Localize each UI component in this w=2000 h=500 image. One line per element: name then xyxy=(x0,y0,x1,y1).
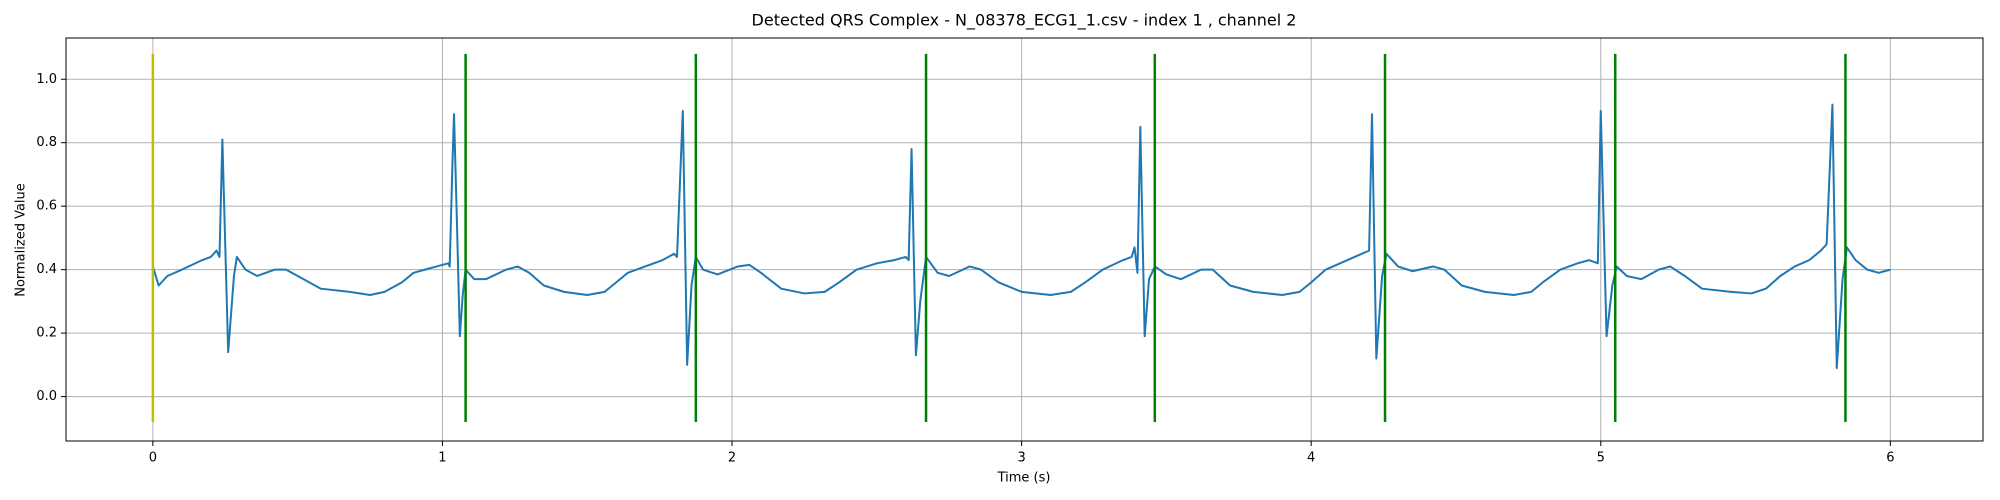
y-tick-label: 0.0 xyxy=(36,389,57,404)
y-tick-label: 0.4 xyxy=(36,262,57,277)
y-tick-label: 1.0 xyxy=(36,72,57,87)
axes-frame xyxy=(65,37,1984,442)
x-tick-label: 0 xyxy=(149,451,157,466)
x-axis-label: Time (s) xyxy=(997,471,1051,486)
x-tick-label: 4 xyxy=(1307,451,1315,466)
chart-title: Detected QRS Complex - N_08378_ECG1_1.cs… xyxy=(752,11,1297,31)
x-tick-label: 2 xyxy=(728,451,736,466)
y-tick-label: 0.8 xyxy=(36,135,57,150)
y-tick-label: 0.6 xyxy=(36,199,57,214)
x-tick-label: 3 xyxy=(1017,451,1025,466)
y-tick-label: 0.2 xyxy=(36,326,57,341)
x-tick-label: 5 xyxy=(1597,451,1605,466)
x-tick-label: 6 xyxy=(1886,451,1894,466)
ecg-line xyxy=(151,103,1891,370)
x-tick-label: 1 xyxy=(438,451,446,466)
plot-area: 0 1 2 3 4 5 6 0.0 0.2 0.4 0.6 0.8 1.0 xyxy=(36,37,1984,466)
y-axis-label: Normalized Value xyxy=(14,183,29,297)
